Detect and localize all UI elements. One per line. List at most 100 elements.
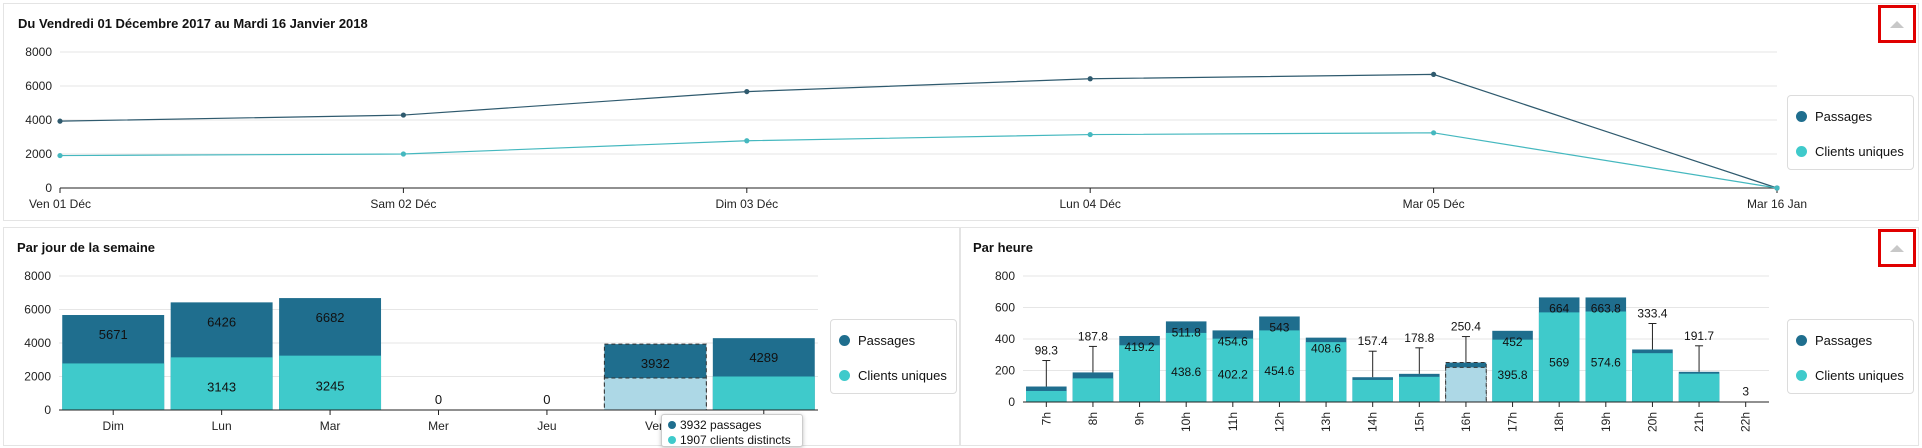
y-tick-label: 200 xyxy=(995,364,1015,378)
y-tick-label: 600 xyxy=(995,301,1015,315)
data-label-passages: 419.2 xyxy=(1125,340,1155,354)
x-tick-label: Jeu xyxy=(537,419,556,433)
data-point xyxy=(1431,130,1437,136)
y-tick-label: 4000 xyxy=(24,336,51,350)
tooltip-row-clients: 1907 clients distincts xyxy=(668,432,796,446)
bar-clients xyxy=(1352,379,1393,402)
x-tick-label: Ven 01 Déc xyxy=(29,197,91,211)
data-point xyxy=(400,112,406,118)
bar-clients xyxy=(1492,339,1533,402)
collapse-button-hourly[interactable] xyxy=(1878,229,1916,267)
data-point xyxy=(1087,131,1093,138)
y-tick-label: 8000 xyxy=(24,269,51,283)
bar-clients xyxy=(1259,330,1300,402)
collapse-icon xyxy=(1890,244,1904,252)
y-tick-label: 800 xyxy=(995,269,1015,283)
passages-dot-icon xyxy=(839,335,850,346)
data-label-passages: 98.3 xyxy=(1035,344,1059,358)
data-label-passages: 3 xyxy=(1742,385,1749,399)
bar-clients xyxy=(1632,353,1673,402)
legend-timeline: Passages Clients uniques xyxy=(1787,95,1914,170)
y-tick-label: 0 xyxy=(45,181,52,195)
chart-title-hourly: Par heure xyxy=(973,240,1033,255)
data-label-passages: 178.8 xyxy=(1404,331,1434,345)
data-label-passages: 191.7 xyxy=(1684,329,1714,343)
bar-clients xyxy=(170,357,273,410)
legend-item-passages[interactable]: Passages xyxy=(1796,109,1872,124)
legend-item-clients[interactable]: Clients uniques xyxy=(1796,144,1904,159)
chart-title-weekday: Par jour de la semaine xyxy=(17,240,156,255)
legend-item-passages[interactable]: Passages xyxy=(1796,333,1872,348)
y-tick-label: 2000 xyxy=(24,370,51,384)
panel-hourly: Par heure 0 200 400 600 800 98.3 7h 187.8 8h 419.… xyxy=(960,227,1919,446)
bar-clients xyxy=(1119,345,1160,402)
data-point xyxy=(400,151,406,157)
x-tick-label: Dim 03 Déc xyxy=(715,197,778,211)
clients-dot-icon xyxy=(668,435,676,444)
data-point xyxy=(744,88,750,95)
data-point xyxy=(1087,76,1093,82)
bar-clients xyxy=(1026,390,1067,402)
clients-dot-icon xyxy=(1796,370,1807,381)
x-tick-label: 15h xyxy=(1412,412,1426,432)
data-label-passages: 452 xyxy=(1503,335,1523,349)
x-tick-label: Sam 02 Déc xyxy=(370,197,436,211)
data-label-passages: 250.4 xyxy=(1451,320,1481,334)
panel-weekday: Par jour de la semaine 0 2000 4000 6000 8000… xyxy=(3,227,960,447)
data-label-clients: 438.6 xyxy=(1171,365,1201,379)
weekday-bar-chart: 0 2000 4000 6000 8000 5671 Dim 6426 3143 Lun 6682 3… xyxy=(24,269,818,433)
data-point xyxy=(57,152,63,159)
x-tick-label: Mar 16 Jan xyxy=(1747,197,1807,211)
bar-tooltip: 3932 passages 1907 clients distincts xyxy=(661,414,803,447)
data-label-clients: 402.2 xyxy=(1218,367,1248,381)
x-tick-label: 21h xyxy=(1692,412,1706,432)
x-tick-label: 7h xyxy=(1039,412,1053,425)
bar-clients xyxy=(1678,373,1720,402)
data-point xyxy=(744,138,750,144)
x-tick-label: 18h xyxy=(1552,412,1566,432)
y-tick-label: 0 xyxy=(1008,395,1015,409)
bar-clients xyxy=(603,377,707,411)
data-label-passages: 664 xyxy=(1549,301,1569,315)
x-tick-label: 22h xyxy=(1739,412,1753,432)
bar-clients xyxy=(279,355,382,410)
x-tick-label: Lun xyxy=(212,419,232,433)
legend-label-passages: Passages xyxy=(858,333,916,348)
data-point xyxy=(1774,185,1780,191)
x-tick-label: Dim xyxy=(103,419,124,433)
x-tick-label: Mar xyxy=(320,419,341,433)
data-label-clients: 574.6 xyxy=(1591,355,1621,369)
passages-dot-icon xyxy=(1796,111,1807,122)
bar-clients xyxy=(1212,338,1254,402)
tooltip-passages: 3932 passages xyxy=(680,417,762,432)
legend-item-clients[interactable]: Clients uniques xyxy=(1796,368,1904,383)
data-label-passages: 663.8 xyxy=(1591,301,1621,315)
bar-clients xyxy=(1585,311,1627,402)
data-label-passages: 543 xyxy=(1269,320,1289,334)
clients-dot-icon xyxy=(1796,146,1807,157)
bar-clients xyxy=(1072,378,1114,402)
legend-item-clients[interactable]: Clients uniques xyxy=(839,368,947,383)
legend-weekday: Passages Clients uniques xyxy=(830,319,957,394)
x-tick-label: 19h xyxy=(1599,412,1613,432)
y-tick-label: 6000 xyxy=(25,79,52,93)
tooltip-row-passages: 3932 passages xyxy=(668,417,796,432)
collapse-button-timeline[interactable] xyxy=(1878,5,1916,43)
data-point xyxy=(57,118,63,124)
x-tick-label: 12h xyxy=(1272,412,1286,432)
legend-item-passages[interactable]: Passages xyxy=(839,333,915,348)
y-tick-label: 4000 xyxy=(25,113,52,127)
data-label-clients: 3245 xyxy=(316,379,345,394)
y-tick-label: 400 xyxy=(995,332,1015,346)
bar-clients xyxy=(1305,342,1347,402)
x-tick-label: 10h xyxy=(1179,412,1193,432)
x-tick-label: 11h xyxy=(1226,412,1240,431)
bar-clients xyxy=(1445,366,1487,403)
collapse-icon xyxy=(1890,20,1904,28)
hourly-bar-chart: 0 200 400 600 800 98.3 7h 187.8 8h 419.2 9h 511.8 43… xyxy=(995,269,1769,432)
series-line-passages xyxy=(59,73,1778,189)
data-label-passages: 4289 xyxy=(749,350,778,365)
data-point xyxy=(1431,71,1437,78)
bar-clients xyxy=(1538,312,1580,402)
x-tick-label: Mer xyxy=(428,419,449,433)
